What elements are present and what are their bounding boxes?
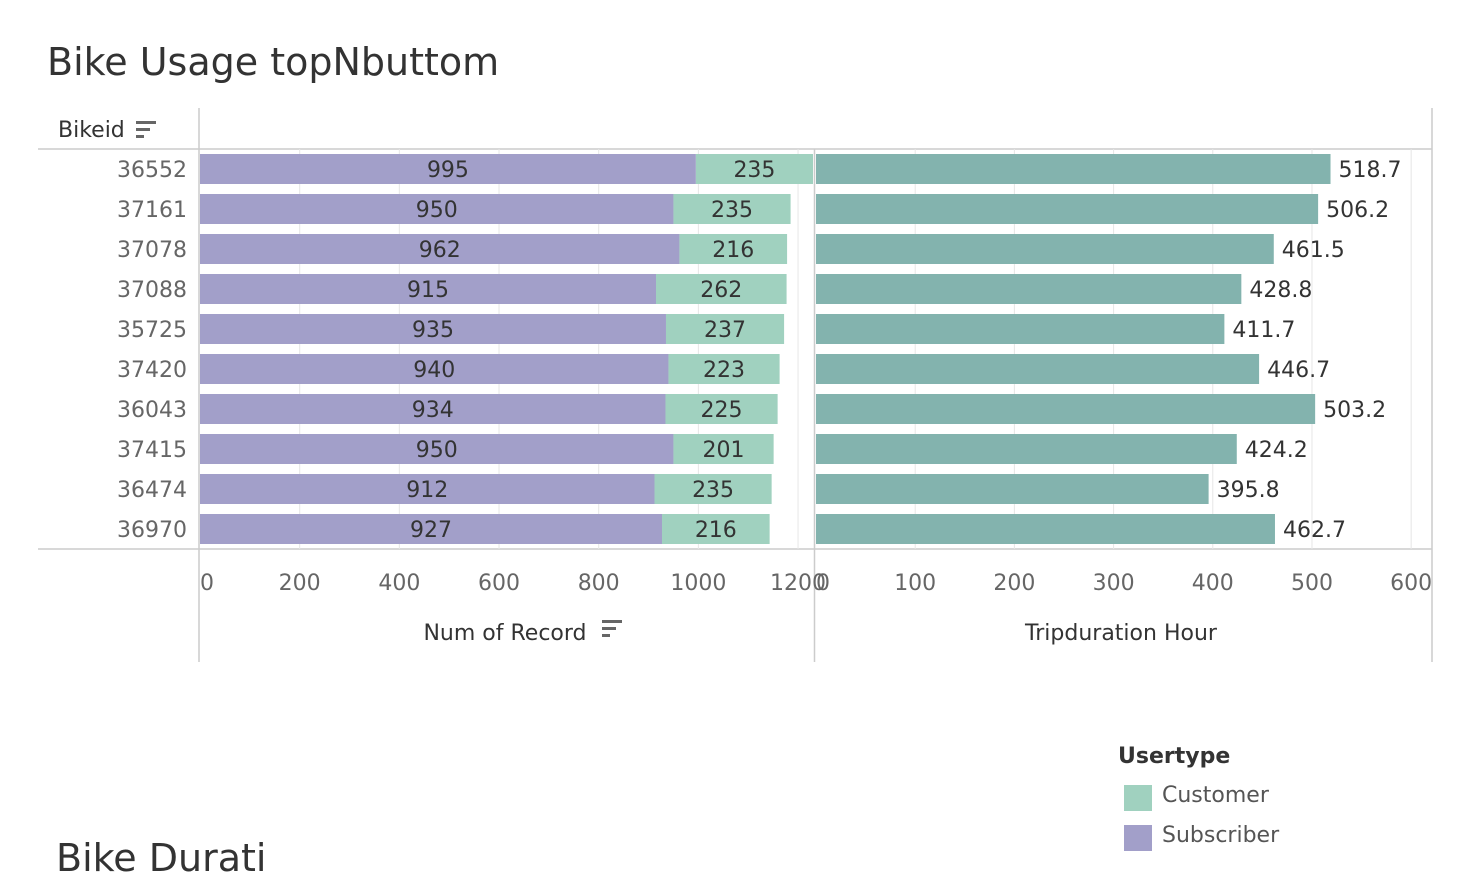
data-label-subscriber: 935 <box>412 318 454 343</box>
row-label-36043: 36043 <box>117 398 187 423</box>
legend-label-customer: Customer <box>1162 783 1269 808</box>
tick-label-num: 1000 <box>670 571 726 596</box>
data-label-duration: 503.2 <box>1323 398 1386 423</box>
row-label-37088: 37088 <box>117 278 187 303</box>
tick-label-dur: 100 <box>894 571 936 596</box>
data-label-customer: 225 <box>701 398 743 423</box>
data-label-duration: 506.2 <box>1326 198 1389 223</box>
bar-subscriber <box>200 234 680 264</box>
bar-subscriber <box>200 154 696 184</box>
tick-label-num: 0 <box>200 571 214 596</box>
tick-label-num: 600 <box>478 571 520 596</box>
legend-swatch-subscriber <box>1124 825 1152 851</box>
bar-duration <box>816 314 1225 344</box>
row-header-bikeid[interactable]: Bikeid <box>58 118 125 143</box>
data-label-duration: 446.7 <box>1267 358 1330 383</box>
x-axis-title-tripduration: Tripduration Hour <box>1024 621 1218 646</box>
data-label-duration: 462.7 <box>1283 518 1346 543</box>
bar-duration <box>816 434 1237 464</box>
bar-duration <box>816 234 1274 264</box>
row-label-36552: 36552 <box>117 158 187 183</box>
legend-swatch-customer <box>1124 785 1152 811</box>
data-label-subscriber: 915 <box>407 278 449 303</box>
row-label-36474: 36474 <box>117 478 187 503</box>
chart-title: Bike Usage topNbuttom <box>47 40 500 84</box>
tick-label-dur: 600 <box>1390 571 1432 596</box>
data-label-customer: 262 <box>700 278 742 303</box>
bar-duration <box>816 274 1242 304</box>
data-label-duration: 395.8 <box>1217 478 1280 503</box>
data-label-subscriber: 950 <box>416 438 458 463</box>
bar-subscriber <box>200 434 674 464</box>
bar-duration <box>816 154 1331 184</box>
row-label-37415: 37415 <box>117 438 187 463</box>
data-label-duration: 428.8 <box>1249 278 1312 303</box>
bar-customer <box>695 154 813 184</box>
data-label-subscriber: 962 <box>419 238 461 263</box>
bar-subscriber <box>200 394 666 424</box>
data-label-customer: 235 <box>711 198 753 223</box>
tick-label-num: 400 <box>378 571 420 596</box>
bar-customer <box>654 474 772 504</box>
data-label-customer: 216 <box>695 518 737 543</box>
tick-label-dur: 300 <box>1093 571 1135 596</box>
x-axis-title-num-of-record: Num of Record <box>423 621 586 646</box>
bar-duration <box>816 354 1260 384</box>
row-header-label: Bikeid <box>58 118 125 143</box>
legend-title: Usertype <box>1118 744 1231 769</box>
bar-duration <box>816 194 1319 224</box>
row-label-37161: 37161 <box>117 198 187 223</box>
data-label-subscriber: 940 <box>413 358 455 383</box>
data-label-subscriber: 927 <box>410 518 452 543</box>
bar-subscriber <box>200 194 674 224</box>
data-label-subscriber: 950 <box>416 198 458 223</box>
row-label-35725: 35725 <box>117 318 187 343</box>
bar-subscriber <box>200 354 669 384</box>
data-label-duration: 424.2 <box>1245 438 1308 463</box>
row-label-37078: 37078 <box>117 238 187 263</box>
data-label-duration: 411.7 <box>1232 318 1295 343</box>
data-label-customer: 223 <box>703 358 745 383</box>
bar-subscriber <box>200 274 657 304</box>
data-label-duration: 461.5 <box>1282 238 1345 263</box>
sort-icon[interactable] <box>136 121 156 142</box>
tick-label-num: 800 <box>578 571 620 596</box>
bar-customer <box>673 194 791 224</box>
bar-customer <box>668 354 780 384</box>
bar-duration <box>816 474 1209 504</box>
sort-icon-num-of-record[interactable] <box>602 620 622 641</box>
bar-duration <box>816 394 1316 424</box>
tick-label-dur: 200 <box>993 571 1035 596</box>
data-label-duration: 518.7 <box>1339 158 1402 183</box>
data-label-customer: 235 <box>733 158 775 183</box>
bar-subscriber <box>200 314 666 344</box>
data-label-subscriber: 912 <box>406 478 448 503</box>
bar-customer <box>673 434 774 464</box>
bar-customer <box>665 394 778 424</box>
bar-subscriber <box>200 514 662 544</box>
tick-label-num: 1200 <box>770 571 826 596</box>
data-label-customer: 216 <box>712 238 754 263</box>
bar-customer <box>665 314 785 344</box>
data-label-customer: 237 <box>704 318 746 343</box>
row-label-36970: 36970 <box>117 518 187 543</box>
row-label-37420: 37420 <box>117 358 187 383</box>
next-chart-title: Bike Durati <box>56 836 267 880</box>
data-label-subscriber: 995 <box>427 158 469 183</box>
bar-customer <box>656 274 787 304</box>
data-label-customer: 235 <box>692 478 734 503</box>
tick-label-dur: 400 <box>1192 571 1234 596</box>
data-label-customer: 201 <box>703 438 745 463</box>
legend-label-subscriber: Subscriber <box>1162 823 1280 848</box>
chart-area: 36552 995 235 518.7 37161 950 235 506.2 37078 962… <box>38 108 1433 662</box>
bar-duration <box>816 514 1275 544</box>
data-label-subscriber: 934 <box>412 398 454 423</box>
tick-label-dur: 0 <box>816 571 830 596</box>
bar-subscriber <box>200 474 655 504</box>
tick-label-num: 200 <box>279 571 321 596</box>
tick-label-dur: 500 <box>1291 571 1333 596</box>
bar-customer <box>679 234 788 264</box>
bar-customer <box>661 514 770 544</box>
